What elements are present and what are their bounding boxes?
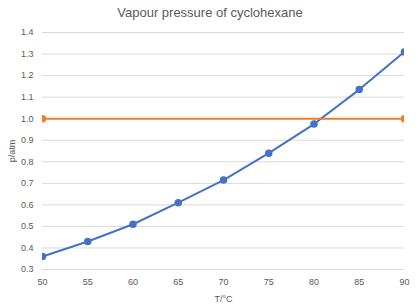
svg-text:0.8: 0.8 bbox=[21, 157, 34, 167]
svg-text:0.6: 0.6 bbox=[21, 200, 34, 210]
svg-text:0.7: 0.7 bbox=[21, 178, 34, 188]
svg-text:T/°C: T/°C bbox=[214, 294, 233, 304]
svg-text:1.3: 1.3 bbox=[21, 49, 34, 59]
svg-text:1.1: 1.1 bbox=[21, 92, 34, 102]
svg-text:0.5: 0.5 bbox=[21, 221, 34, 231]
svg-text:0.4: 0.4 bbox=[21, 243, 34, 253]
svg-text:1.0: 1.0 bbox=[21, 114, 34, 124]
svg-text:55: 55 bbox=[83, 277, 93, 287]
svg-text:60: 60 bbox=[128, 277, 138, 287]
html-text:Vapour pressure of cyclohexane: Vapour pressure of cyclohexane bbox=[117, 5, 303, 20]
svg-text:70: 70 bbox=[218, 277, 228, 287]
svg-text:65: 65 bbox=[173, 277, 183, 287]
svg-text:1.2: 1.2 bbox=[21, 70, 34, 80]
svg-text:p/atm: p/atm bbox=[7, 140, 17, 163]
svg-text:90: 90 bbox=[399, 277, 409, 287]
svg-text:80: 80 bbox=[309, 277, 319, 287]
svg-text:75: 75 bbox=[264, 277, 274, 287]
svg-text:0.9: 0.9 bbox=[21, 135, 34, 145]
svg-text:50: 50 bbox=[37, 277, 47, 287]
svg-text:0.3: 0.3 bbox=[21, 264, 34, 274]
svg-text:85: 85 bbox=[354, 277, 364, 287]
svg-text:1.4: 1.4 bbox=[21, 27, 34, 37]
